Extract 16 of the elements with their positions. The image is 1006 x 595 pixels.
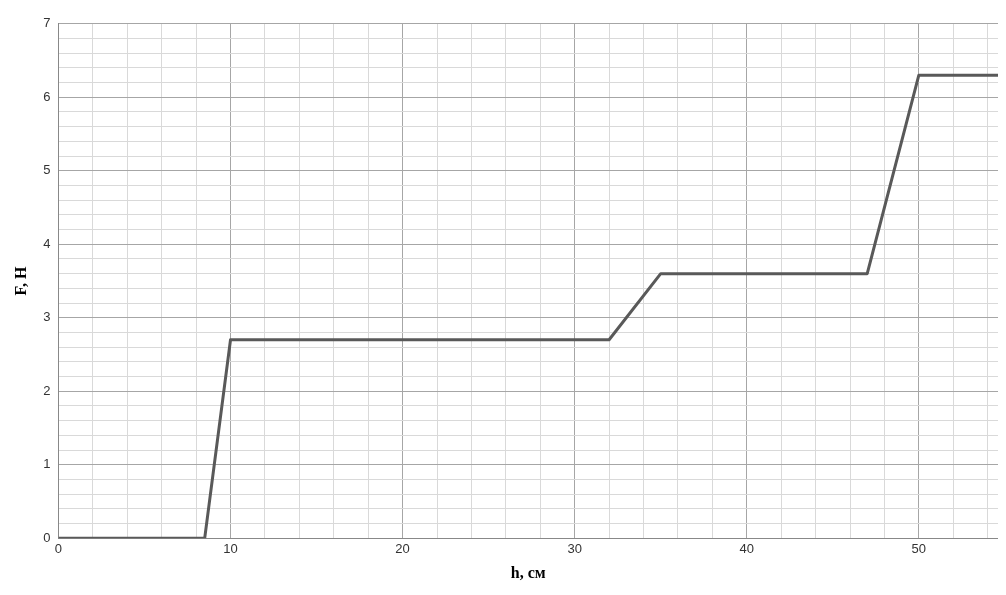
x-tick-label: 40 [739, 540, 754, 556]
x-tick-label: 30 [567, 540, 582, 556]
y-tick-label: 2 [43, 382, 51, 398]
y-tick-label: 4 [43, 235, 51, 251]
x-tick-label: 50 [911, 540, 927, 556]
y-tick-label: 1 [43, 456, 51, 472]
y-tick-label: 5 [43, 162, 51, 178]
x-tick-label: 0 [54, 540, 63, 556]
x-tick-label: 10 [223, 540, 238, 556]
y-tick-label: 3 [43, 309, 51, 325]
y-axis-title: F, Н [11, 266, 29, 296]
y-tick-label: 0 [43, 529, 51, 545]
y-tick-label: 6 [43, 88, 51, 104]
x-axis-title: h, см [510, 563, 546, 581]
x-tick-label: 20 [395, 540, 410, 556]
y-tick-label: 7 [43, 15, 51, 31]
